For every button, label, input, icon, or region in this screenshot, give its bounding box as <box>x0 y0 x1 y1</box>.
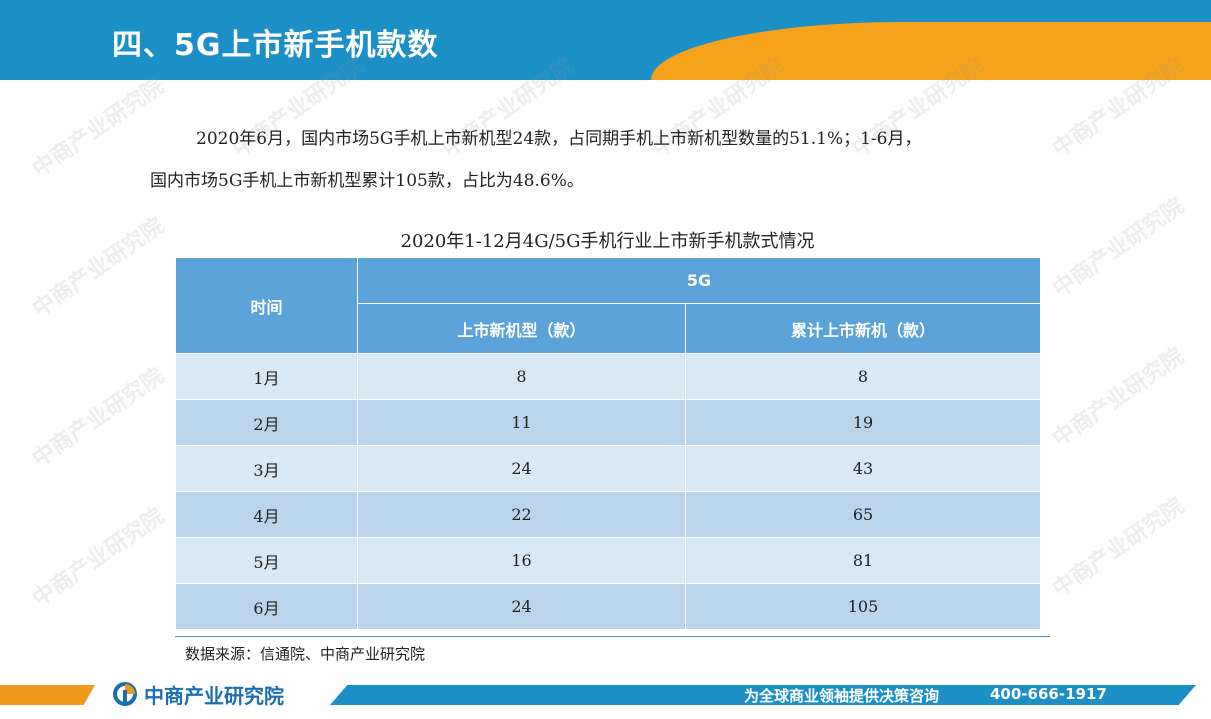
new-models-cell: 24 <box>357 583 686 630</box>
footer-blue-bar <box>330 685 1196 705</box>
month-cell: 5月 <box>175 537 358 584</box>
watermark: 中商产业研究院 <box>1048 493 1189 603</box>
table-caption: 2020年1-12月4G/5G手机行业上市新手机款式情况 <box>400 231 815 252</box>
header-cumulative-models: 累计上市新机（款） <box>684 303 1042 354</box>
footer-logo: 中商产业研究院 <box>112 679 284 709</box>
table-row: 5月 16 81 <box>175 537 1042 584</box>
paragraph-text-2: 国内市场5G手机上市新机型累计105款，占比为48.6%。 <box>150 171 584 191</box>
paragraph-line-2: 国内市场5G手机上市新机型累计105款，占比为48.6%。 <box>150 160 1060 202</box>
footer-slogan: 为全球商业领袖提供决策咨询 <box>744 687 940 705</box>
header-new-models: 上市新机型（款） <box>357 303 686 354</box>
footer-phone: 400-666-1917 <box>990 685 1107 703</box>
table-row: 2月 11 19 <box>175 399 1042 446</box>
brand-logo-icon <box>113 682 137 706</box>
cumulative-cell: 43 <box>684 445 1042 492</box>
month-cell: 2月 <box>175 399 358 446</box>
table-row: 3月 24 43 <box>175 445 1042 492</box>
brand-name: 中商产业研究院 <box>144 683 284 708</box>
month-cell: 4月 <box>175 491 358 538</box>
page-title: 四、5G上市新手机款数 <box>112 28 439 63</box>
watermark: 中商产业研究院 <box>1048 193 1189 303</box>
header-orange-swoosh <box>651 22 1211 80</box>
table-row: 1月 8 8 <box>175 353 1042 400</box>
footer-orange-bar <box>0 685 95 705</box>
watermark: 中商产业研究院 <box>28 213 169 323</box>
summary-paragraph: 2020年6月，国内市场5G手机上市新机型24款，占同期手机上市新机型数量的51… <box>150 118 1060 202</box>
cumulative-cell: 19 <box>684 399 1042 446</box>
cumulative-cell: 8 <box>684 353 1042 400</box>
watermark: 中商产业研究院 <box>28 73 169 183</box>
table-row: 4月 22 65 <box>175 491 1042 538</box>
watermark: 中商产业研究院 <box>28 363 169 473</box>
header-time: 时间 <box>175 257 358 354</box>
month-cell: 3月 <box>175 445 358 492</box>
paragraph-text-1: 2020年6月，国内市场5G手机上市新机型24款，占同期手机上市新机型数量的51… <box>196 129 922 149</box>
table-row: 6月 24 105 <box>175 583 1042 630</box>
new-models-cell: 22 <box>357 491 686 538</box>
phone-models-table: 时间 5G 上市新机型（款） 累计上市新机（款） 1月 8 8 2月 11 19… <box>175 257 1042 630</box>
header-5g: 5G <box>356 257 1042 304</box>
month-cell: 1月 <box>175 353 358 400</box>
paragraph-line-1: 2020年6月，国内市场5G手机上市新机型24款，占同期手机上市新机型数量的51… <box>150 118 1060 160</box>
new-models-cell: 16 <box>357 537 686 584</box>
data-source-note: 数据来源：信通院、中商产业研究院 <box>185 645 426 663</box>
new-models-cell: 8 <box>357 353 686 400</box>
header-banner: 四、5G上市新手机款数 <box>0 0 1211 80</box>
month-cell: 6月 <box>175 583 358 630</box>
cumulative-cell: 81 <box>684 537 1042 584</box>
cumulative-cell: 65 <box>684 491 1042 538</box>
watermark: 中商产业研究院 <box>1048 343 1189 453</box>
watermark: 中商产业研究院 <box>28 503 169 613</box>
cumulative-cell: 105 <box>684 583 1042 630</box>
new-models-cell: 11 <box>357 399 686 446</box>
source-divider <box>175 636 1050 637</box>
new-models-cell: 24 <box>357 445 686 492</box>
